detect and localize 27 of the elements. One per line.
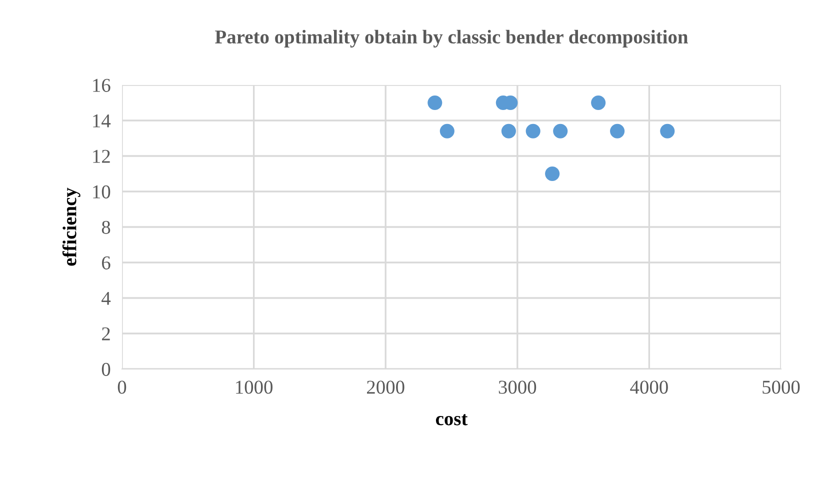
x-tick-label: 5000 (762, 380, 800, 394)
y-tick-label: 8 (102, 220, 110, 234)
point (526, 124, 540, 138)
x-tick-label: 3000 (498, 380, 536, 394)
y-tick-label: 2 (102, 327, 110, 340)
y-tick-label: 10 (93, 185, 110, 198)
y-tick-label: 12 (93, 150, 110, 163)
point (660, 124, 675, 138)
y-tick-label: 0 (102, 362, 110, 376)
y-tick-label: 4 (102, 292, 111, 305)
y-axis-title: efficiency (62, 188, 80, 266)
point (545, 166, 560, 182)
x-tick-label: 4000 (630, 380, 668, 394)
point (440, 124, 454, 138)
chart-title: Pareto optimality obtain by classic bender decomposition (215, 30, 688, 48)
x-axis-title: cost (436, 414, 468, 426)
x-tick-label: 1000 (236, 380, 273, 394)
point (610, 124, 625, 138)
point (501, 124, 516, 138)
point (428, 95, 442, 110)
point (553, 124, 568, 138)
x-tick-label: 2000 (367, 380, 404, 394)
y-tick-label: 6 (102, 256, 110, 270)
x-tick-label: 0 (118, 380, 126, 394)
y-tick-label: 16 (93, 78, 110, 92)
point (591, 95, 606, 110)
y-tick-label: 14 (93, 114, 111, 128)
